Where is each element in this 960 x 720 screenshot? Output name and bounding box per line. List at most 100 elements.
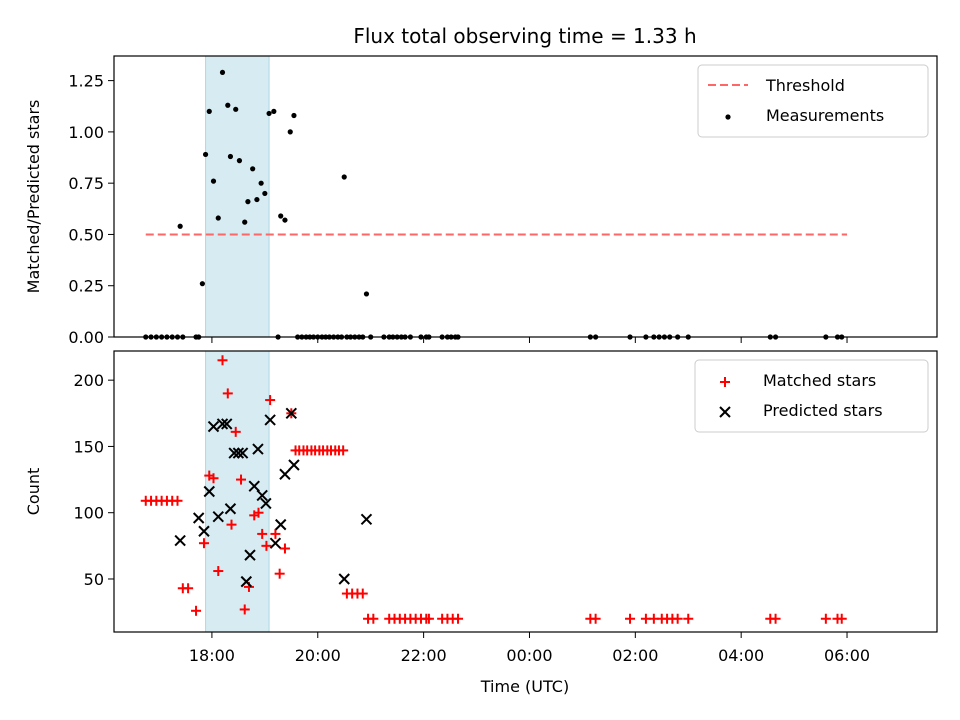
data-point: [250, 166, 256, 172]
data-point: [254, 196, 260, 203]
y-axis-title: Matched/Predicted stars: [24, 100, 43, 294]
plot-frame: [113, 350, 938, 633]
data-point: [278, 213, 284, 219]
data-point: [338, 445, 349, 456]
data-point: [672, 613, 683, 624]
data-point: [275, 518, 287, 531]
legend: Threshold Measurements: [697, 64, 929, 138]
data-point: [360, 513, 373, 526]
legend-label: Matched stars: [763, 371, 876, 390]
data-point: [198, 538, 209, 549]
x-tick-label: 18:00: [189, 646, 235, 665]
data-point: [208, 473, 219, 484]
data-point: [230, 426, 241, 437]
data-point: [590, 613, 601, 624]
data-point: [242, 219, 248, 225]
series-plus-points: [140, 355, 847, 624]
data-point: [285, 407, 298, 420]
data-point: [836, 613, 847, 624]
legend-label: Predicted stars: [763, 401, 883, 420]
data-point: [224, 503, 237, 515]
ratio-panel: 0.00 0.25 0.50 0.75 1.00 1.25 Matched/Predicte…: [24, 55, 938, 347]
legend-label: Measurements: [766, 106, 884, 125]
y-axis-title: Count: [24, 468, 43, 516]
data-point: [260, 497, 272, 510]
y-tick-label: 1.25: [68, 72, 104, 91]
data-point: [270, 528, 281, 539]
data-point: [228, 447, 240, 459]
data-point: [291, 112, 297, 119]
data-point: [239, 604, 250, 615]
data-point: [219, 69, 226, 76]
data-point: [341, 174, 347, 180]
data-point: [770, 613, 781, 624]
data-point: [282, 217, 288, 223]
data-point: [202, 151, 209, 158]
data-point: [207, 420, 220, 433]
chart-title: Flux total observing time = 1.33 h: [353, 24, 696, 48]
data-point: [288, 459, 300, 471]
data-point: [258, 180, 264, 186]
legend-dot-swatch: [725, 114, 731, 120]
data-point: [210, 178, 217, 184]
data-point: [820, 613, 831, 624]
count-panel: 50 100 150 200 18:00 20:00 22:00 00:00 02:00 04:0…: [24, 350, 938, 665]
data-point: [225, 102, 231, 108]
y-tick-label: 0.00: [68, 328, 104, 347]
x-tick-label: 06:00: [824, 646, 870, 665]
data-point: [266, 110, 272, 117]
y-tick-label: 150: [73, 437, 104, 456]
y-tick-label: 50: [84, 570, 104, 589]
y-tick-label: 200: [73, 371, 104, 390]
data-point: [221, 418, 233, 430]
data-point: [625, 613, 636, 624]
x-tick-label: 22:00: [401, 646, 447, 665]
legend-box: [697, 64, 929, 138]
data-point: [265, 395, 276, 406]
x-tick-label: 20:00: [295, 646, 341, 665]
data-point: [217, 355, 228, 366]
data-point: [177, 223, 183, 229]
series-dot-points: [143, 69, 845, 340]
x-axis-title: Time (UTC): [480, 677, 569, 696]
data-point: [262, 190, 268, 197]
data-point: [338, 573, 350, 585]
observing-window-span: [205, 55, 270, 338]
data-point: [453, 613, 464, 624]
legend-plus-swatch: [720, 377, 730, 387]
data-point: [213, 566, 224, 577]
data-point: [279, 468, 291, 480]
data-point: [257, 528, 268, 539]
legend-box: [694, 359, 929, 433]
data-point: [236, 474, 247, 485]
data-point: [215, 215, 221, 221]
data-point: [683, 613, 694, 624]
x-tick-label: 02:00: [612, 646, 658, 665]
y-tick-label: 0.25: [68, 277, 104, 296]
data-point: [368, 613, 379, 624]
legend-label: Threshold: [765, 76, 845, 95]
series-x-points: [174, 407, 373, 588]
data-point: [198, 525, 210, 537]
data-point: [279, 543, 290, 554]
data-point: [274, 568, 285, 579]
y-tick-label: 100: [73, 504, 104, 523]
plot-frame: [113, 55, 938, 338]
data-point: [191, 605, 202, 616]
data-point: [261, 540, 272, 551]
data-point: [357, 588, 368, 599]
data-point: [172, 495, 183, 506]
data-point: [423, 613, 434, 624]
data-point: [212, 510, 224, 523]
data-point: [199, 281, 205, 287]
data-point: [271, 108, 277, 114]
data-point: [236, 447, 249, 459]
y-tick-label: 1.00: [68, 123, 104, 142]
data-point: [233, 106, 239, 112]
data-point: [227, 153, 234, 160]
data-point: [192, 512, 205, 524]
legend: Matched stars Predicted stars: [694, 359, 929, 433]
data-point: [245, 199, 251, 205]
data-point: [264, 414, 276, 426]
